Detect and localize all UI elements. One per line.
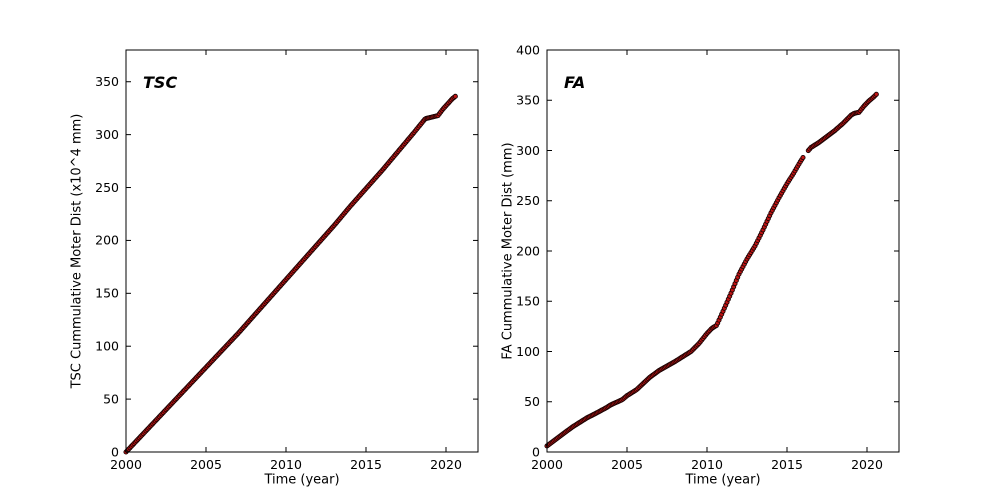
tsc-tick-labels: 2000 2005 2010 2015 2020 0 50 100 150 200 250 300 35… <box>95 74 462 472</box>
svg-text:400: 400 <box>516 42 540 57</box>
svg-text:2020: 2020 <box>430 457 462 472</box>
fa-tick-labels: 2000 2005 2010 2015 2020 0 50 100 150 200 250 300 35… <box>516 42 883 472</box>
svg-text:2010: 2010 <box>691 457 723 472</box>
fa-y-axis-label: FA Cummulative Moter Dist (mm) <box>500 142 516 360</box>
svg-text:2010: 2010 <box>270 457 302 472</box>
tsc-panel-label: TSC <box>143 73 178 92</box>
svg-text:50: 50 <box>524 394 540 409</box>
svg-text:350: 350 <box>95 74 119 89</box>
fa-panel: 2000 2005 2010 2015 2020 0 50 100 150 200 250 300 35… <box>516 42 900 472</box>
svg-text:2005: 2005 <box>190 457 222 472</box>
fa-axes-frame <box>546 49 900 453</box>
svg-text:350: 350 <box>516 93 540 108</box>
svg-text:2005: 2005 <box>611 457 643 472</box>
svg-text:0: 0 <box>111 444 119 459</box>
tsc-y-axis-label: TSC Cummulative Moter Dist (x10^4 mm) <box>69 113 85 389</box>
fa-x-axis-label: Time (year) <box>685 472 761 488</box>
tsc-x-axis-label: Time (year) <box>264 472 340 488</box>
svg-text:250: 250 <box>516 193 540 208</box>
svg-text:150: 150 <box>516 294 540 309</box>
tsc-ticks <box>125 50 478 453</box>
tsc-axes-frame <box>125 49 479 453</box>
svg-text:50: 50 <box>103 391 119 406</box>
svg-text:2020: 2020 <box>851 457 883 472</box>
svg-text:2015: 2015 <box>771 457 803 472</box>
svg-text:2015: 2015 <box>350 457 382 472</box>
svg-text:150: 150 <box>95 286 119 301</box>
svg-text:100: 100 <box>516 344 540 359</box>
svg-text:300: 300 <box>516 143 540 158</box>
svg-text:2000: 2000 <box>531 457 563 472</box>
tsc-panel: 2000 2005 2010 2015 2020 0 50 100 150 200 250 300 35… <box>95 49 479 472</box>
svg-text:2000: 2000 <box>110 457 142 472</box>
svg-text:200: 200 <box>516 243 540 258</box>
fa-panel-label: FA <box>564 73 586 92</box>
svg-text:0: 0 <box>532 444 540 459</box>
svg-text:100: 100 <box>95 339 119 354</box>
fa-data-series <box>544 91 879 449</box>
svg-text:250: 250 <box>95 180 119 195</box>
svg-text:300: 300 <box>95 127 119 142</box>
tsc-data-series <box>123 93 458 455</box>
svg-text:200: 200 <box>95 233 119 248</box>
fa-ticks <box>546 49 899 453</box>
